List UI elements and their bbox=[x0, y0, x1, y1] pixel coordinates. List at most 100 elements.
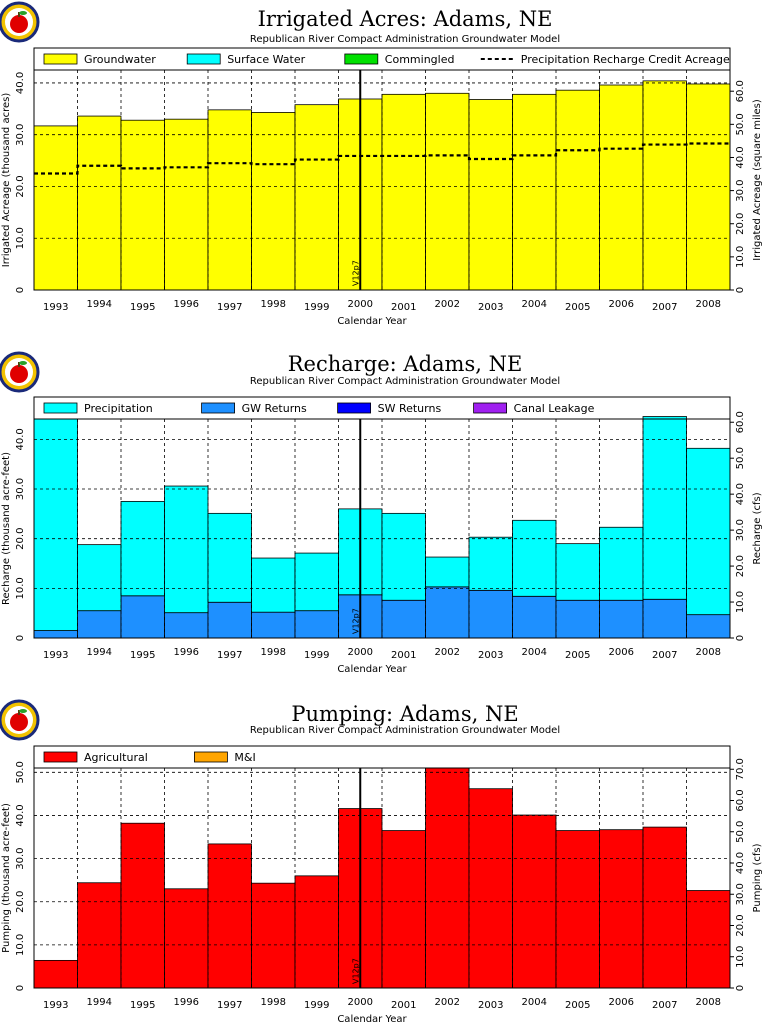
legend-label: Groundwater bbox=[84, 53, 156, 66]
x-tick-label: 2007 bbox=[652, 650, 677, 661]
bar bbox=[77, 610, 122, 639]
x-tick-label: 2007 bbox=[652, 302, 677, 313]
bar bbox=[120, 501, 165, 597]
x-tick-label: 1994 bbox=[87, 647, 112, 658]
x-tick-labels: 1993 1994 1995 1996 1997 1998 1999 2000 2001 2002… bbox=[43, 997, 721, 1011]
x-tick-label: 1996 bbox=[174, 299, 199, 310]
y-tick-label-right: 40.0 bbox=[735, 483, 746, 505]
x-tick-label: 1999 bbox=[304, 1000, 329, 1011]
bar bbox=[686, 890, 731, 989]
model-version-label: V12p7 bbox=[351, 260, 360, 286]
chart-subtitle: Republican River Compact Administration … bbox=[250, 725, 560, 736]
legend: Groundwater Surface Water Commingled Precip… bbox=[43, 53, 730, 66]
bar bbox=[642, 416, 687, 600]
x-tick-label: 2006 bbox=[609, 997, 634, 1008]
bar bbox=[33, 630, 78, 639]
y-tick-label: 30.0 bbox=[15, 478, 26, 500]
y-tick-label-right: 70.0 bbox=[735, 758, 746, 780]
y-tick-label-right: 30.0 bbox=[735, 519, 746, 541]
x-tick-label: 2004 bbox=[522, 997, 547, 1008]
bar bbox=[642, 598, 687, 639]
bar bbox=[251, 557, 296, 613]
chart-1: Irrigated Acres: Adams, NE Republican Riv… bbox=[1, 7, 763, 327]
bar bbox=[425, 767, 470, 989]
x-tick-label: 1994 bbox=[87, 299, 112, 310]
x-tick-label: 1996 bbox=[174, 647, 199, 658]
bar bbox=[33, 959, 78, 989]
plot-frame bbox=[33, 418, 731, 639]
y-tick-label-right: 10.0 bbox=[735, 591, 746, 613]
y-tick-labels-right: 0 10.0 20.0 30.0 40.0 50.0 60.0 70.0 bbox=[730, 758, 746, 991]
y-tick-label-right: 40.0 bbox=[735, 852, 746, 874]
x-tick-label: 1998 bbox=[261, 647, 286, 658]
apple-icon bbox=[10, 713, 28, 731]
x-tick-labels: 1993 1994 1995 1996 1997 1998 1999 2000 2001 2002… bbox=[43, 299, 721, 313]
bar bbox=[164, 485, 209, 614]
x-tick-label: 2002 bbox=[435, 299, 460, 310]
y-tick-labels-left: 0 10.0 20.0 30.0 40.0 bbox=[15, 72, 26, 293]
bar bbox=[686, 83, 731, 291]
x-tick-label: 2003 bbox=[478, 650, 503, 661]
x-tick-label: 2004 bbox=[522, 647, 547, 658]
y-tick-label: 30.0 bbox=[15, 124, 26, 146]
y-tick-label-right: 50.0 bbox=[735, 821, 746, 843]
x-tick-label: 2002 bbox=[435, 997, 460, 1008]
bar bbox=[33, 125, 78, 291]
y-tick-label-right: 60.0 bbox=[735, 411, 746, 433]
x-tick-label: 2007 bbox=[652, 1000, 677, 1011]
bar bbox=[120, 822, 165, 989]
y-tick-label-right: 20.0 bbox=[735, 213, 746, 235]
bar bbox=[251, 882, 296, 989]
x-tick-label: 1998 bbox=[261, 299, 286, 310]
logo-icon bbox=[0, 699, 40, 741]
bar bbox=[468, 788, 513, 989]
y-tick-label: 50.0 bbox=[15, 761, 26, 783]
x-tick-label: 1997 bbox=[217, 650, 242, 661]
bar bbox=[77, 882, 122, 989]
x-tick-label: 1998 bbox=[261, 997, 286, 1008]
x-tick-label: 2002 bbox=[435, 647, 460, 658]
bar bbox=[207, 109, 252, 291]
bar bbox=[251, 611, 296, 639]
legend-swatch bbox=[473, 402, 508, 414]
legend-label: Canal Leakage bbox=[514, 402, 595, 415]
bar bbox=[164, 118, 209, 291]
plot-frame bbox=[33, 69, 731, 291]
bar bbox=[33, 418, 78, 631]
legend-swatch bbox=[43, 53, 78, 65]
bar bbox=[164, 612, 209, 639]
legend-swatch bbox=[186, 53, 221, 65]
y-tick-label: 20.0 bbox=[15, 891, 26, 913]
bar bbox=[120, 119, 165, 291]
x-tick-label: 2005 bbox=[565, 302, 590, 313]
y-tick-label: 40.0 bbox=[15, 804, 26, 826]
chart-subtitle: Republican River Compact Administration … bbox=[250, 34, 560, 45]
y-tick-label-right: 0 bbox=[735, 287, 746, 293]
x-tick-label: 2008 bbox=[696, 647, 721, 658]
gridlines bbox=[34, 70, 730, 290]
x-tick-label: 1993 bbox=[43, 650, 68, 661]
bar bbox=[77, 115, 122, 291]
x-tick-label: 2008 bbox=[696, 997, 721, 1008]
x-tick-label: 2005 bbox=[565, 1000, 590, 1011]
y-tick-label-right: 30.0 bbox=[735, 883, 746, 905]
y-tick-label-right: 0 bbox=[735, 985, 746, 991]
y-tick-label: 20.0 bbox=[15, 528, 26, 550]
x-axis-label: Calendar Year bbox=[337, 1014, 407, 1024]
bar bbox=[381, 830, 426, 989]
apple-stem-icon bbox=[18, 12, 20, 17]
chart-title: Irrigated Acres: Adams, NE bbox=[258, 7, 553, 31]
bar bbox=[207, 601, 252, 639]
logo-icon bbox=[0, 351, 40, 393]
y-tick-label: 10.0 bbox=[15, 934, 26, 956]
bar bbox=[686, 614, 731, 639]
y-tick-label-right: 60.0 bbox=[735, 789, 746, 811]
y-tick-label-right: 60.0 bbox=[735, 80, 746, 102]
x-tick-label: 1997 bbox=[217, 1000, 242, 1011]
y-tick-labels-left: 0 10.0 20.0 30.0 40.0 50.0 bbox=[15, 761, 26, 991]
x-tick-label: 1999 bbox=[304, 302, 329, 313]
bar bbox=[555, 599, 600, 639]
bar bbox=[599, 526, 644, 601]
y-tick-label-right: 20.0 bbox=[735, 914, 746, 936]
y-tick-label-right: 10.0 bbox=[735, 246, 746, 268]
